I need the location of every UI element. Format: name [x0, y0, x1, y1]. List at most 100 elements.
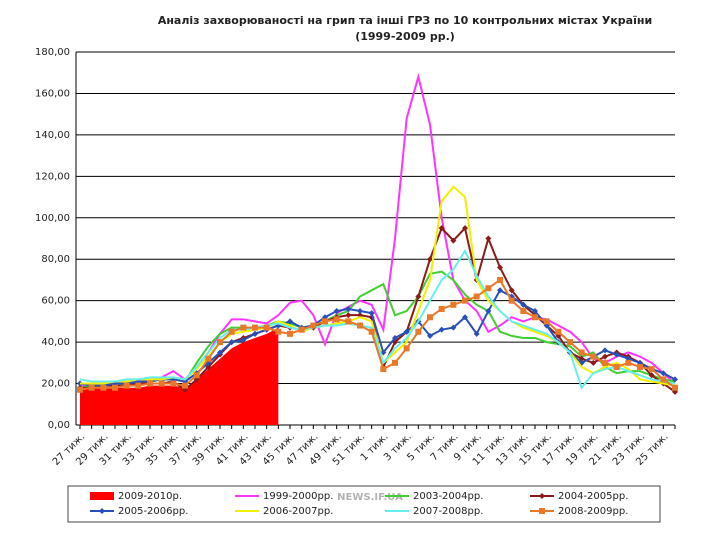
- marker: [333, 316, 340, 323]
- marker: [485, 285, 492, 292]
- marker: [287, 330, 293, 337]
- marker: [403, 328, 410, 335]
- marker: [100, 384, 107, 391]
- line: [80, 226, 676, 393]
- marker: [88, 384, 95, 391]
- marker: [532, 314, 538, 321]
- marker: [602, 359, 608, 366]
- marker: [427, 314, 433, 321]
- marker: [310, 322, 317, 329]
- marker: [287, 318, 293, 325]
- legend-box: [67, 485, 661, 523]
- area: [80, 327, 279, 425]
- marker: [403, 345, 410, 352]
- marker: [427, 332, 433, 339]
- chart-subtitle: (1999-2009 рр.): [355, 30, 455, 43]
- marker: [252, 324, 258, 331]
- marker: [438, 305, 445, 312]
- marker: [135, 382, 142, 389]
- marker: [602, 353, 608, 360]
- marker: [578, 349, 585, 356]
- marker: [77, 386, 83, 393]
- marker: [158, 380, 165, 387]
- marker: [357, 322, 363, 329]
- marker: [415, 328, 422, 335]
- marker: [450, 324, 457, 331]
- marker: [613, 351, 620, 358]
- marker: [602, 347, 608, 354]
- marker: [625, 359, 632, 366]
- marker: [462, 225, 468, 232]
- marker: [112, 384, 118, 391]
- marker: [240, 337, 247, 344]
- marker: [485, 235, 492, 242]
- marker: [543, 318, 550, 325]
- marker: [392, 334, 398, 341]
- legend-swatch: [90, 492, 114, 500]
- marker: [567, 339, 573, 346]
- marker: [672, 384, 678, 391]
- y-tick-label: 0,00: [48, 420, 70, 431]
- marker: [508, 287, 515, 294]
- line: [79, 248, 676, 390]
- marker: [322, 318, 328, 325]
- marker: [672, 376, 678, 383]
- marker: [252, 330, 258, 337]
- marker: [462, 314, 468, 321]
- marker: [532, 308, 538, 315]
- marker: [240, 324, 247, 331]
- marker: [298, 326, 305, 333]
- legend-label: 2006-2007рр.: [263, 506, 333, 517]
- y-tick-label: 80,00: [41, 254, 70, 265]
- marker: [497, 287, 503, 294]
- legend-label: 2004-2005рр.: [558, 491, 628, 502]
- marker: [660, 370, 667, 377]
- marker: [228, 339, 235, 346]
- marker: [123, 382, 130, 389]
- legend-marker: [539, 493, 545, 499]
- marker: [485, 308, 492, 315]
- marker: [438, 326, 445, 333]
- legend-marker: [539, 508, 545, 514]
- marker: [427, 256, 433, 263]
- legend-label: 2007-2008рр.: [413, 506, 483, 517]
- marker: [660, 376, 667, 383]
- marker: [555, 328, 562, 335]
- marker: [520, 308, 527, 315]
- marker: [520, 301, 527, 308]
- legend-label: 2005-2006рр.: [118, 506, 188, 517]
- marker: [345, 312, 352, 319]
- marker: [590, 353, 597, 360]
- marker: [170, 380, 177, 387]
- y-tick-label: 180,00: [35, 47, 70, 58]
- marker: [473, 330, 480, 337]
- legend-marker: [99, 508, 105, 514]
- legend-label: 2009-2010р.: [118, 491, 182, 502]
- watermark: NEWS.IF.UA: [337, 492, 403, 503]
- marker: [438, 225, 445, 232]
- chart-title: Аналіз захворюваності на грип та інші ГР…: [158, 14, 652, 27]
- legend-label: 2003-2004рр.: [413, 491, 483, 502]
- y-tick-label: 100,00: [35, 213, 70, 224]
- marker: [497, 264, 503, 271]
- marker: [217, 349, 223, 356]
- line: [79, 288, 676, 387]
- marker: [497, 276, 503, 283]
- marker: [508, 297, 515, 304]
- marker: [473, 293, 480, 300]
- marker: [205, 355, 212, 362]
- legend-label: 1999-2000рр.: [263, 491, 333, 502]
- marker: [648, 372, 655, 379]
- y-tick-label: 160,00: [35, 88, 70, 99]
- marker: [450, 301, 457, 308]
- marker: [462, 297, 468, 304]
- marker: [147, 380, 153, 387]
- marker: [357, 308, 363, 315]
- marker: [637, 363, 643, 370]
- marker: [380, 366, 387, 373]
- marker: [217, 339, 223, 346]
- marker: [345, 318, 352, 325]
- y-tick-label: 20,00: [41, 379, 70, 390]
- marker: [182, 382, 188, 389]
